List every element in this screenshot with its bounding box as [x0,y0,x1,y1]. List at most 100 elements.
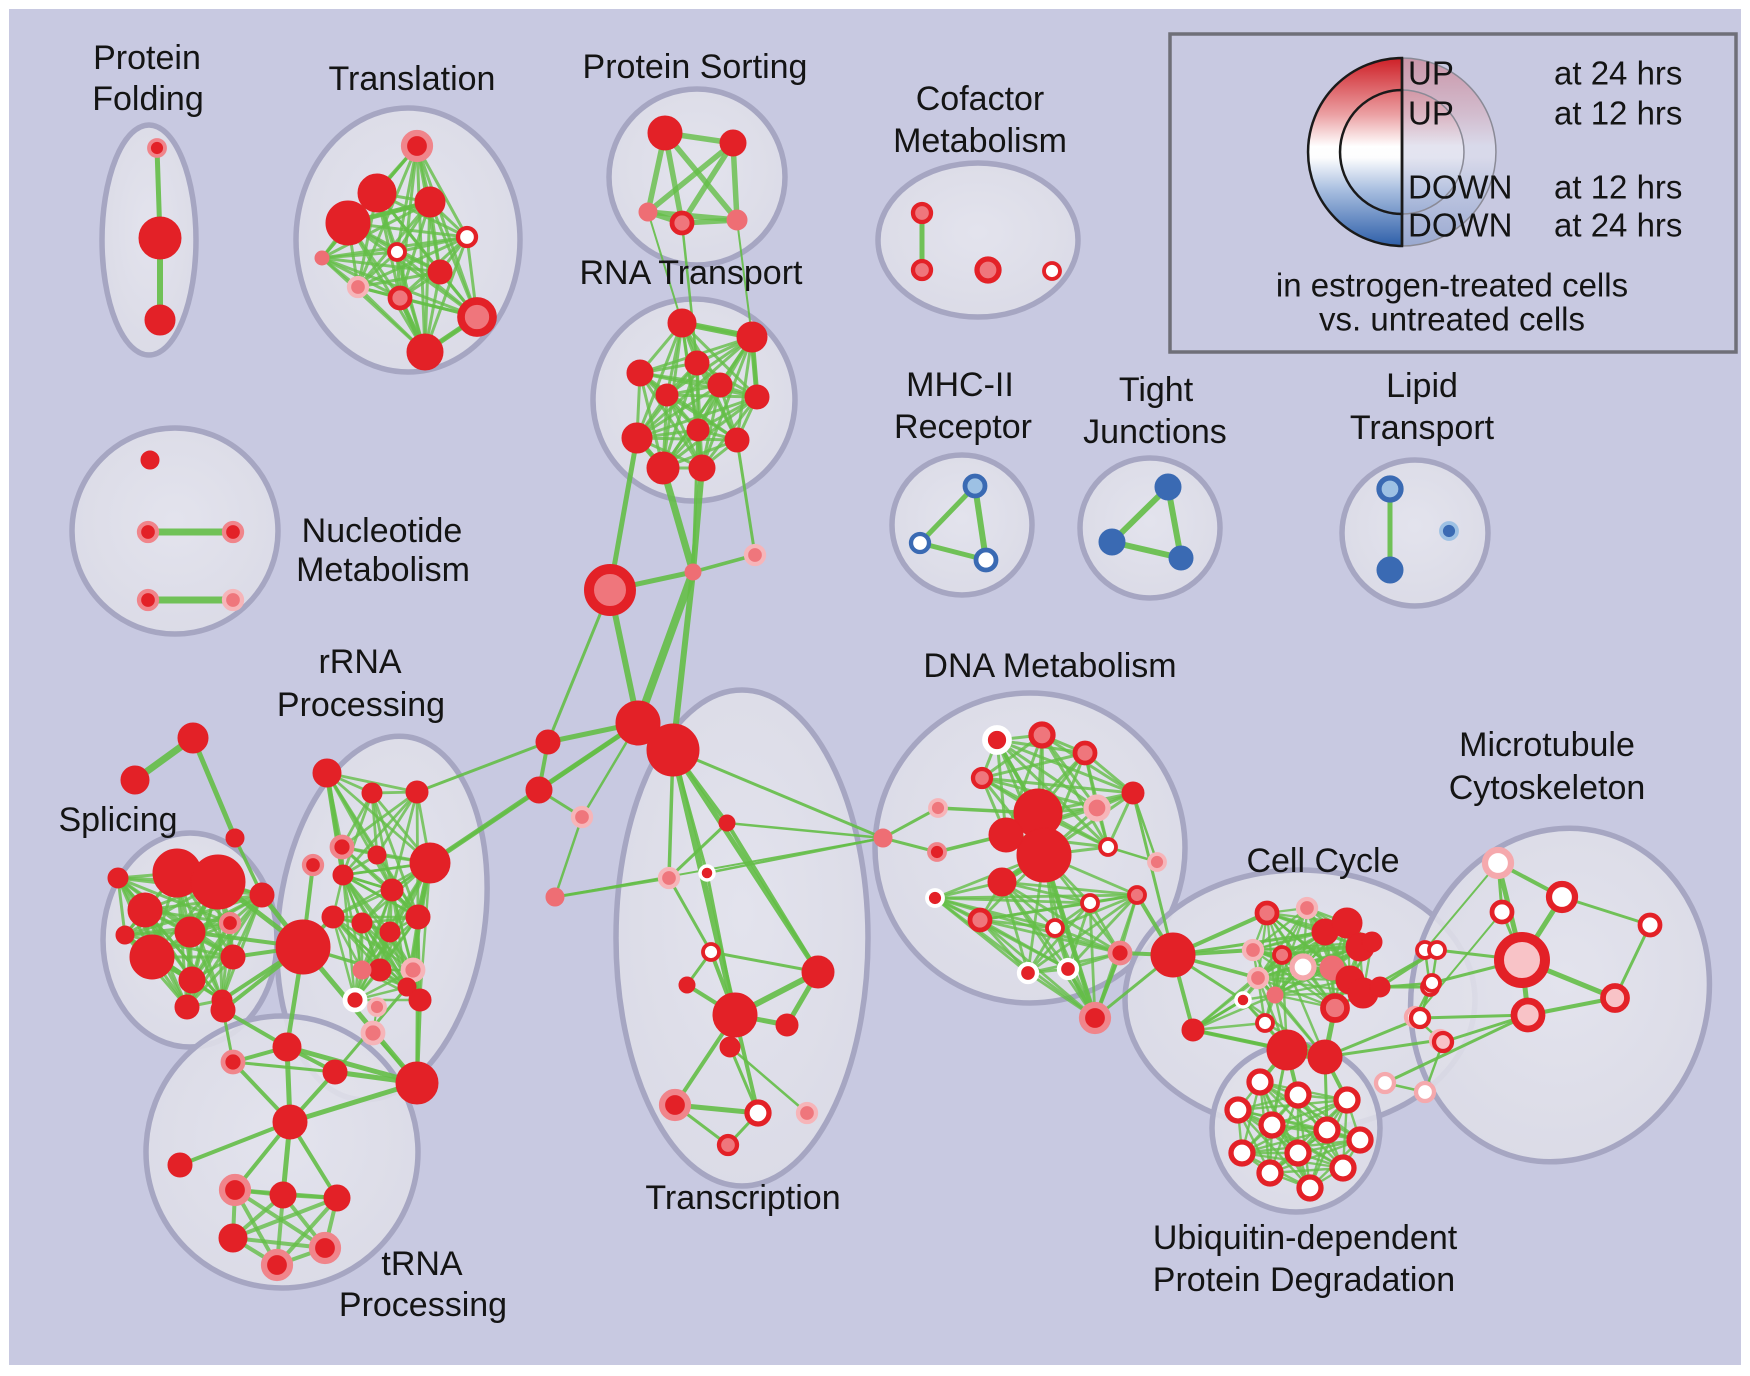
gene-node-c0 [910,201,934,225]
gene-node-u7 [1228,1139,1256,1167]
edge [728,1045,809,1115]
cluster-label-cofactor-metabolism-line2: Metabolism [893,122,1067,160]
edge [390,790,419,892]
edge [546,588,612,744]
edge [635,321,684,440]
gene-node-sp1 [190,854,246,910]
edge [659,464,697,576]
gene-node-r6 [744,384,770,410]
gene-node-dmb [873,828,893,848]
gene-node-rr8 [380,878,404,902]
gene-node-tc7 [795,1101,819,1125]
edge [415,740,550,794]
edge [679,140,736,226]
edge [320,250,399,260]
gene-node-tc1 [801,955,835,989]
edge [1191,993,1277,1032]
legend-direction-2: UP [1408,95,1454,132]
gene-node-t11 [314,250,330,266]
cluster-cofactor-metabolism [875,160,1081,320]
gene-node-rr13 [368,958,392,982]
gene-node-l0 [1376,475,1404,503]
legend-direction-1: UP [1408,55,1454,92]
cluster-label-translation: Translation [329,60,496,98]
gene-node-j0 [684,563,702,581]
gene-node-cc24 [1181,1018,1205,1042]
gene-node-u4 [1258,1111,1286,1139]
gene-node-r10 [646,451,680,485]
gene-node-d20 [1016,961,1040,985]
cluster-microtubule-cytoskeleton [1407,825,1713,1165]
gene-node-mc6 [1427,940,1447,960]
gene-node-c1 [910,258,934,282]
edge [1000,880,1139,897]
gene-node-t0 [400,129,434,163]
edge [665,393,739,442]
gene-node-r3 [684,350,710,376]
gene-node-cc1 [1295,896,1319,920]
gene-node-a0 [177,722,209,754]
cluster-protein-sorting [606,86,788,268]
gene-node-a2 [225,828,245,848]
gene-node-pf0 [147,138,167,158]
edge [647,211,683,324]
gene-node-sp6 [129,934,175,980]
legend: UP at 24 hrs UP at 12 hrs DOWN at 12 hrs DOWN a… [1168,32,1738,354]
edge [635,383,722,440]
cluster-trna-processing [143,1013,421,1291]
cluster-label-nucleotide-metabolism-line1: Nucleotide [302,512,463,550]
gene-node-s1 [719,129,747,157]
cluster-label-transcription: Transcription [645,1179,840,1217]
gene-node-d18 [1045,918,1065,938]
cluster-label-mhc-ii-receptor-line2: Receptor [894,408,1032,446]
edge [415,144,469,239]
edge [978,918,1057,930]
edge [670,747,738,1018]
gene-node-sp7 [178,966,206,994]
gene-node-r5 [707,372,733,398]
legend-ring-12h-left [1338,88,1404,216]
edge [428,788,541,865]
gene-node-h5 [260,1248,294,1282]
gene-node-tc9 [657,866,681,890]
gene-node-rr11 [351,912,373,934]
edge [423,235,469,354]
gene-node-H2 [646,723,700,777]
edge [1323,1038,1442,1059]
gene-node-cc18 [1320,993,1350,1023]
gene-node-s4 [726,209,748,231]
legend-caption-line2: vs. untreated cells [1319,301,1585,338]
gene-node-s0 [647,115,683,151]
cluster-label-microtubule-cytoskeleton-line1: Microtubule [1459,726,1635,764]
gene-node-pf1 [138,216,182,260]
edge [661,361,699,470]
gene-node-d10 [988,817,1024,853]
gene-node-j2 [743,543,767,567]
gene-node-tc2 [775,1013,799,1037]
gene-node-rr14 [400,957,426,983]
cluster-label-trna-processing-line2: Processing [339,1286,507,1324]
gene-node-t5 [387,242,407,262]
edge [980,776,1135,795]
gene-node-cc17 [1307,1039,1343,1075]
gene-node-rr12 [321,905,345,929]
gene-node-cc15 [1255,1013,1275,1033]
gene-node-mc9 [1637,912,1663,938]
legend-direction-3: DOWN [1408,169,1512,206]
gene-node-r8 [686,418,710,442]
edge [709,950,820,974]
cluster-lipid-transport [1339,457,1491,609]
gene-node-cn1 [525,776,553,804]
edge [638,371,704,470]
edge [917,483,978,546]
gene-node-m2 [973,547,999,573]
gene-node-s2 [638,202,658,222]
gene-node-tc10 [545,887,565,907]
gene-node-tb0 [272,1032,302,1062]
gene-node-sp2 [127,892,163,928]
edge [700,383,722,470]
gene-node-cc19 [1369,976,1391,998]
gene-node-cc7 [1272,945,1292,965]
edge [375,790,419,857]
